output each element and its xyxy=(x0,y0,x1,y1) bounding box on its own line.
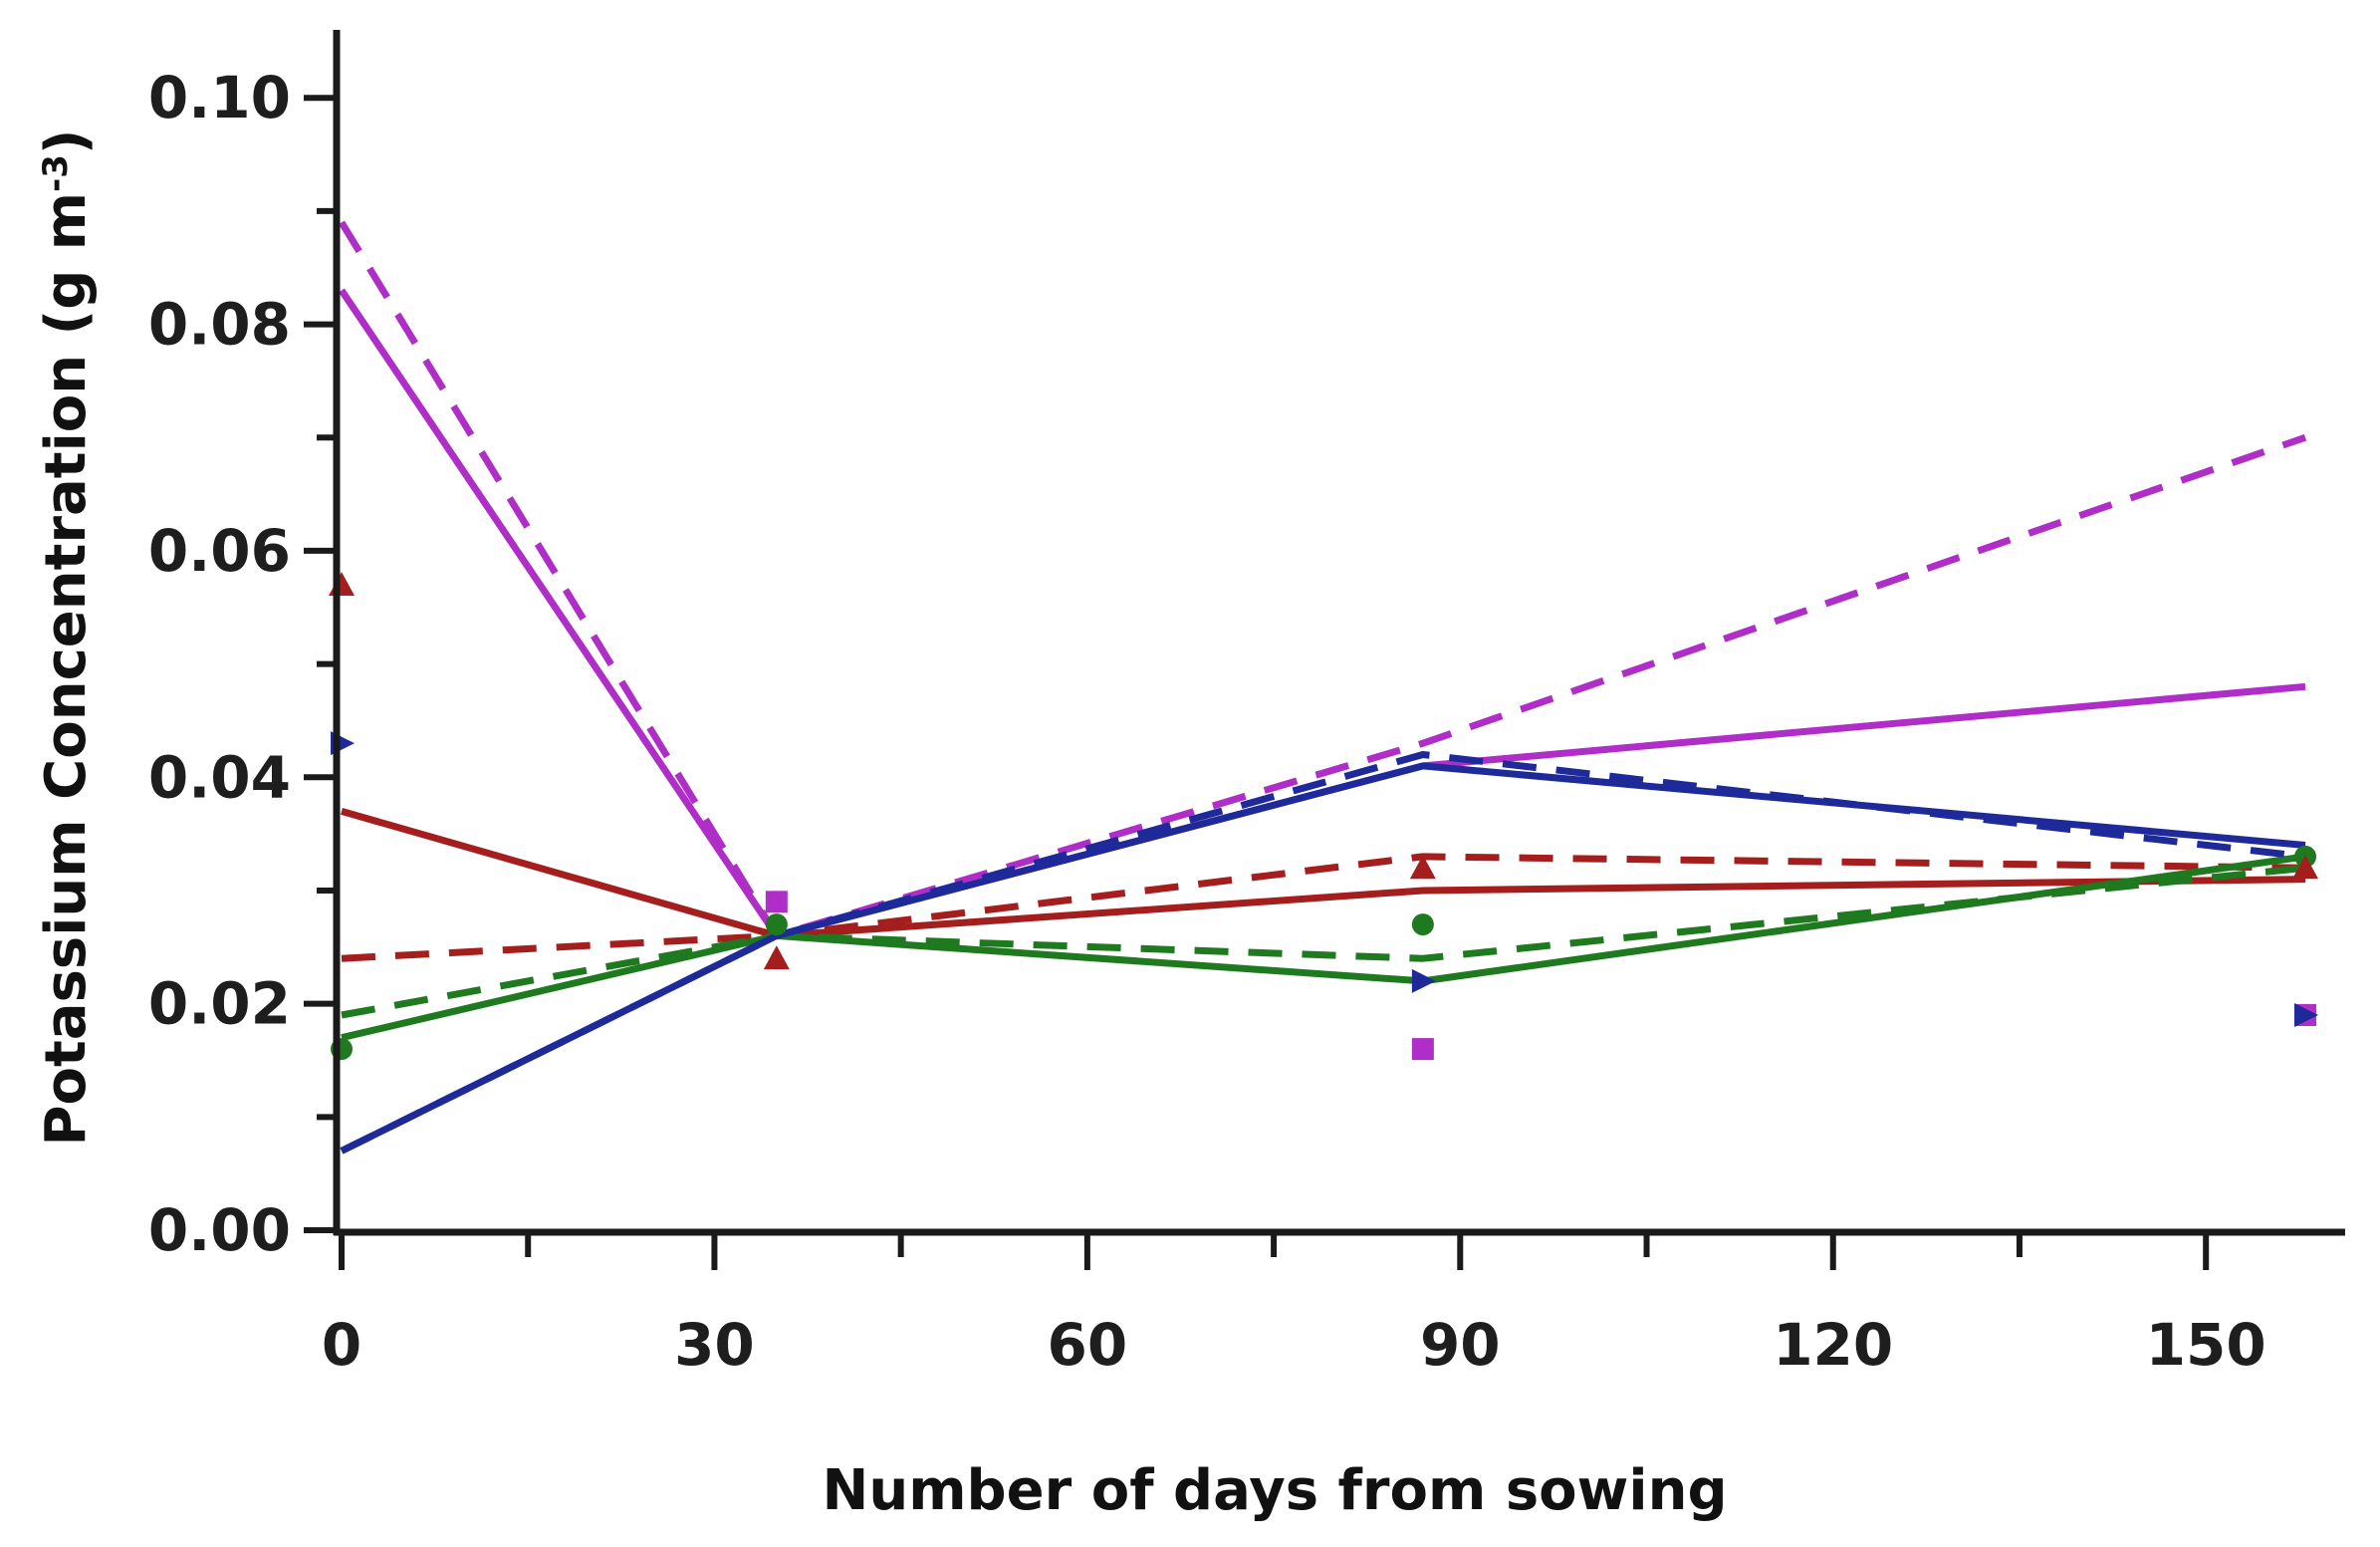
marker-blue-triangle-right xyxy=(2294,1003,2319,1028)
x-axis-ticks: 0 30 60 90 120 150 xyxy=(322,1232,2266,1379)
marker-magenta-square xyxy=(765,891,788,913)
axes xyxy=(333,30,2345,1236)
y-tick-label: 0.04 xyxy=(148,743,291,811)
series-lines xyxy=(339,220,2307,1155)
x-tick-label: 0 xyxy=(322,1311,361,1379)
x-tick-label: 150 xyxy=(2146,1311,2266,1379)
y-tick-label: 0.08 xyxy=(148,291,291,359)
y-tick-label: 0.02 xyxy=(148,970,291,1038)
series-line-green-dashed xyxy=(341,864,2306,1019)
marker-red-triangle xyxy=(2292,855,2319,880)
x-axis-title: Number of days from sowing xyxy=(822,1458,1727,1523)
series-line-green-solid xyxy=(341,853,2306,1042)
y-axis-ticks: 0.00 0.02 0.04 0.06 0.08 0.10 xyxy=(148,64,337,1264)
x-tick-label: 60 xyxy=(1048,1311,1128,1379)
marker-blue-triangle-right xyxy=(1411,968,1436,993)
y-axis-title-main: Potassium Concentration (g m xyxy=(34,192,99,1147)
x-tick-label: 30 xyxy=(674,1311,755,1379)
y-tick-label: 0.00 xyxy=(148,1196,291,1264)
x-tick-label: 90 xyxy=(1420,1311,1501,1379)
y-axis-title: Potassium Concentration (g m-3) xyxy=(34,129,99,1146)
marker-red-triangle xyxy=(763,945,790,970)
series-line-red-dashed xyxy=(341,853,2306,962)
marker-magenta-square xyxy=(1411,1038,1434,1061)
marker-red-triangle xyxy=(329,572,355,597)
x-tick-label: 120 xyxy=(1773,1311,1893,1379)
y-tick-label: 0.06 xyxy=(148,517,291,585)
marker-green-circle xyxy=(1411,913,1434,936)
data-markers xyxy=(329,572,2319,1061)
series-line-blue-dashed xyxy=(340,751,2306,1155)
y-tick-label: 0.10 xyxy=(148,64,291,131)
marker-green-circle xyxy=(765,913,788,936)
marker-red-triangle xyxy=(1409,855,1436,880)
y-axis-title-sup: -3 xyxy=(36,154,76,192)
series-line-red-solid xyxy=(341,808,2306,939)
series-line-magenta-solid xyxy=(339,288,2306,939)
series-line-magenta-dashed xyxy=(339,220,2307,939)
y-axis-title-close: ) xyxy=(34,129,99,154)
